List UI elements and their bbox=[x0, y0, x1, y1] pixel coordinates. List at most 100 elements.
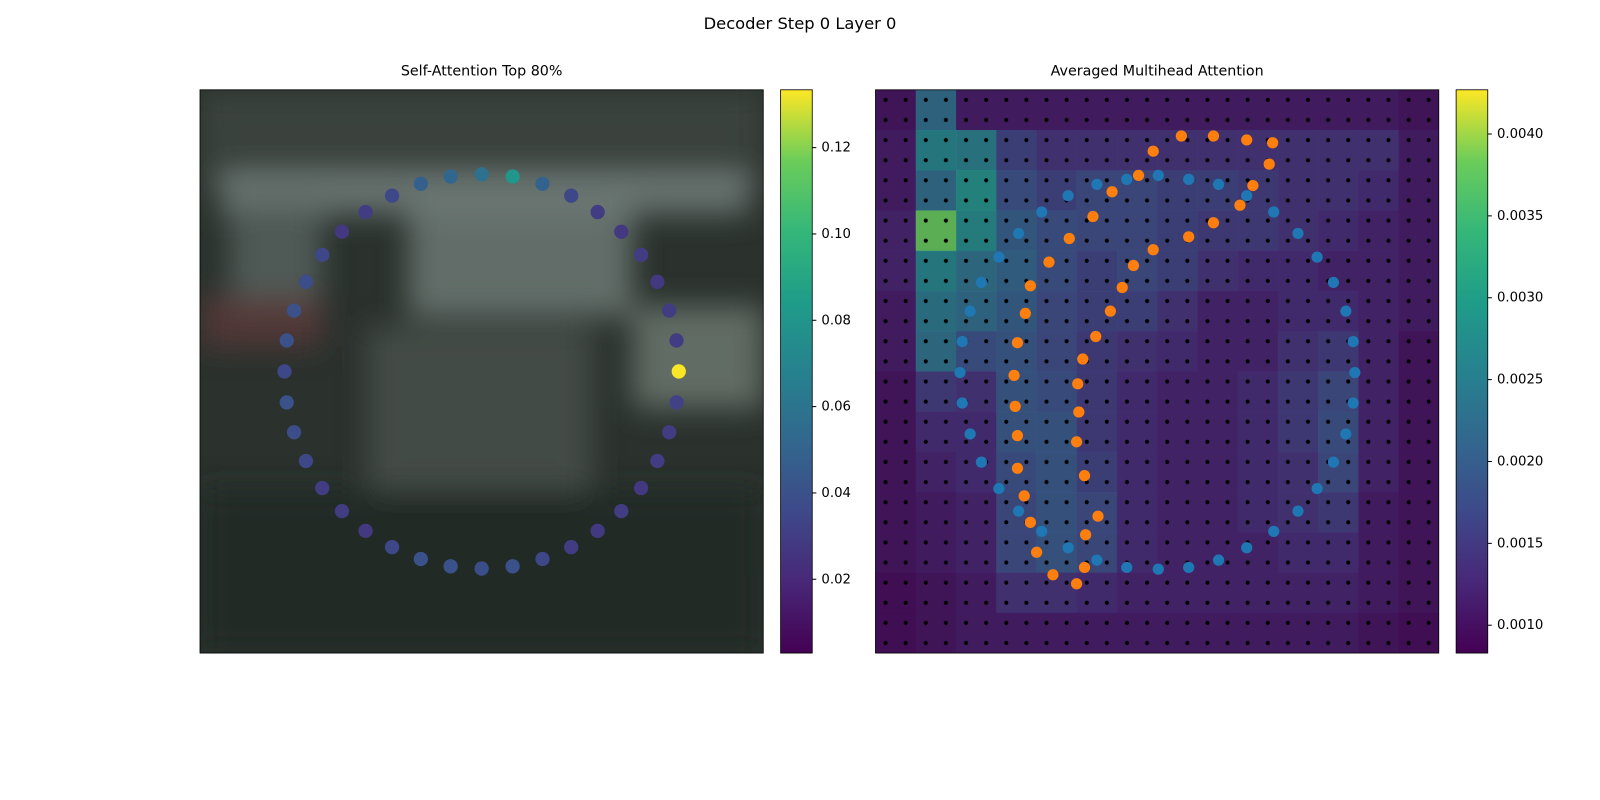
attention-point bbox=[535, 551, 550, 567]
point bbox=[1241, 134, 1253, 146]
attention-point bbox=[662, 425, 677, 440]
colorbar-tick-label: 0.12 bbox=[821, 141, 851, 156]
axes-frame bbox=[875, 89, 1440, 654]
point bbox=[1062, 542, 1074, 554]
attention-point bbox=[650, 274, 665, 290]
attention-point bbox=[384, 540, 400, 555]
point bbox=[1175, 130, 1187, 142]
point bbox=[1078, 561, 1091, 574]
point bbox=[1087, 210, 1099, 223]
attention-point bbox=[535, 176, 550, 192]
point bbox=[1036, 206, 1048, 218]
point bbox=[1019, 307, 1031, 320]
attention-point bbox=[315, 247, 330, 262]
point bbox=[1079, 529, 1092, 541]
point bbox=[1267, 137, 1279, 149]
axes-title: Self-Attention Top 80% bbox=[401, 64, 563, 80]
colorbar bbox=[780, 89, 813, 654]
attention-point bbox=[564, 540, 579, 555]
attention-point bbox=[334, 503, 350, 519]
point bbox=[1241, 190, 1253, 202]
colorbar-tick-label: 0.08 bbox=[821, 313, 851, 328]
query-grid bbox=[875, 89, 1439, 654]
attention-point bbox=[358, 204, 373, 220]
point bbox=[1011, 337, 1024, 349]
point bbox=[1047, 569, 1059, 581]
point bbox=[954, 366, 966, 379]
point bbox=[1152, 563, 1164, 575]
point bbox=[1070, 436, 1083, 448]
attention-point bbox=[286, 425, 302, 440]
attention-point bbox=[298, 274, 314, 290]
point bbox=[1268, 525, 1280, 538]
point bbox=[1340, 428, 1352, 440]
point bbox=[1121, 561, 1133, 574]
point bbox=[993, 251, 1005, 263]
point bbox=[1008, 369, 1020, 381]
point bbox=[1011, 462, 1024, 474]
point bbox=[1024, 280, 1037, 292]
point bbox=[1078, 470, 1091, 482]
point bbox=[1347, 335, 1359, 348]
point bbox=[1311, 251, 1323, 263]
point bbox=[1036, 525, 1048, 538]
point bbox=[1043, 256, 1055, 268]
point bbox=[1127, 259, 1140, 272]
point bbox=[1092, 510, 1104, 522]
point bbox=[1327, 456, 1340, 468]
point bbox=[1024, 516, 1037, 528]
point bbox=[964, 305, 976, 317]
point bbox=[1207, 217, 1220, 229]
point bbox=[1147, 244, 1159, 256]
point bbox=[1132, 169, 1145, 182]
point bbox=[1090, 330, 1102, 343]
point bbox=[1349, 366, 1361, 379]
point bbox=[1091, 554, 1103, 566]
point bbox=[1062, 190, 1074, 202]
colorbar-tick-label: 0.04 bbox=[821, 486, 851, 501]
point bbox=[1070, 578, 1083, 590]
attention-point bbox=[662, 303, 677, 318]
colorbar-tick-label: 0.0030 bbox=[1497, 291, 1543, 306]
colorbar-tick-label: 0.0035 bbox=[1497, 209, 1543, 224]
colorbar-tick-label: 0.0015 bbox=[1497, 536, 1543, 551]
attention-point bbox=[505, 169, 520, 184]
point bbox=[1292, 505, 1304, 517]
point bbox=[956, 335, 968, 348]
point bbox=[964, 428, 976, 440]
point bbox=[1207, 130, 1220, 142]
attention-point bbox=[334, 224, 350, 239]
point bbox=[1091, 178, 1103, 191]
attention-point bbox=[298, 453, 314, 469]
attention-point bbox=[413, 176, 428, 192]
point bbox=[993, 482, 1005, 495]
attention-point bbox=[505, 559, 520, 574]
attention-point bbox=[669, 395, 684, 410]
colorbar-tick-label: 0.0020 bbox=[1497, 454, 1543, 469]
axes-title: Averaged Multihead Attention bbox=[1051, 64, 1264, 80]
attention-point bbox=[590, 523, 605, 538]
attention-point bbox=[315, 480, 330, 496]
point bbox=[1247, 179, 1259, 192]
point bbox=[1116, 281, 1128, 294]
point bbox=[1183, 173, 1195, 185]
point bbox=[1234, 199, 1246, 211]
attention-point bbox=[277, 364, 292, 379]
point bbox=[1183, 231, 1195, 243]
colorbar-tick-label: 0.0025 bbox=[1497, 373, 1543, 388]
axes-frame bbox=[199, 89, 764, 654]
point bbox=[1009, 400, 1021, 412]
colorbar-tick-label: 0.02 bbox=[821, 572, 851, 587]
point bbox=[1268, 206, 1280, 218]
attention-point bbox=[614, 224, 629, 239]
point bbox=[1121, 173, 1133, 185]
point bbox=[1018, 490, 1030, 502]
attention-point bbox=[474, 167, 489, 182]
point bbox=[1104, 305, 1117, 317]
attention-point bbox=[564, 188, 579, 203]
point bbox=[1340, 305, 1352, 317]
attention-point bbox=[633, 247, 649, 262]
colorbar bbox=[1455, 89, 1489, 654]
attention-point bbox=[443, 169, 458, 184]
